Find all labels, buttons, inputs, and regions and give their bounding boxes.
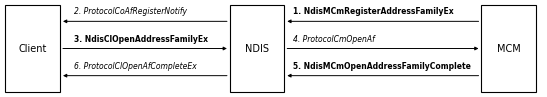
Text: 6. ProtocolClOpenAfCompleteEx: 6. ProtocolClOpenAfCompleteEx xyxy=(74,62,196,71)
Bar xyxy=(481,5,536,92)
Bar xyxy=(230,5,284,92)
Text: 2. ProtocolCoAfRegisterNotify: 2. ProtocolCoAfRegisterNotify xyxy=(74,7,187,16)
Bar xyxy=(5,5,60,92)
Text: 5. NdisMCmOpenAddressFamilyComplete: 5. NdisMCmOpenAddressFamilyComplete xyxy=(293,62,470,71)
Text: 3. NdisClOpenAddressFamilyEx: 3. NdisClOpenAddressFamilyEx xyxy=(74,35,208,44)
Text: 1. NdisMCmRegisterAddressFamilyEx: 1. NdisMCmRegisterAddressFamilyEx xyxy=(293,7,453,16)
Text: NDIS: NDIS xyxy=(245,43,269,54)
Text: MCM: MCM xyxy=(497,43,521,54)
Text: 4. ProtocolCmOpenAf: 4. ProtocolCmOpenAf xyxy=(293,35,374,44)
Text: Client: Client xyxy=(19,43,47,54)
